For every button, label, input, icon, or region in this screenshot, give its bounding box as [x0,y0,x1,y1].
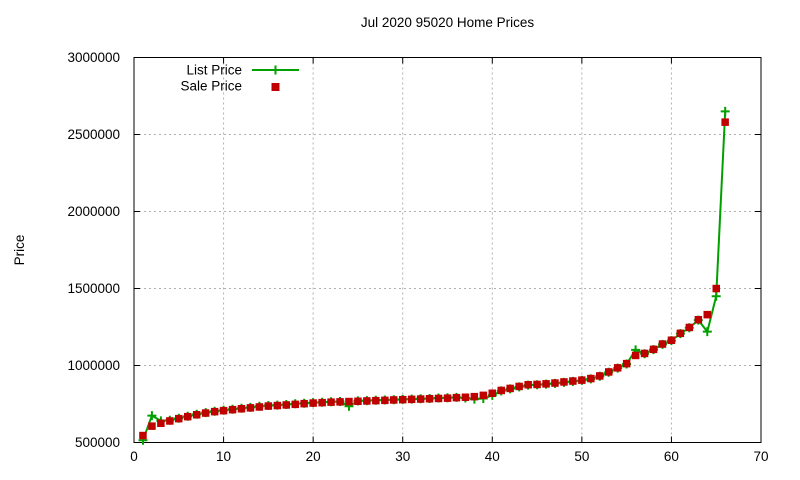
x-tick-label: 0 [130,449,138,464]
legend-label-list-price: List Price [186,63,242,78]
legend-sale-price-square-icon [271,83,280,91]
x-tick-label: 20 [306,449,321,464]
axis-ticks [133,57,762,443]
x-tick-label: 60 [664,449,679,464]
chart-title: Jul 2020 95020 Home Prices [361,15,535,30]
y-tick-label: 2500000 [67,127,120,142]
y-axis-label: Price [12,235,27,266]
y-tick-label: 500000 [75,435,120,450]
x-tick-label: 40 [485,449,500,464]
x-tick-label: 50 [574,449,589,464]
legend-list-price-plus-icon [271,65,280,75]
y-tick-label: 3000000 [67,50,120,65]
legend-label-sale-price: Sale Price [180,79,242,94]
plot-border [133,57,762,443]
legend [252,65,299,91]
x-tick-label: 10 [216,449,231,464]
series-list-price [138,106,730,445]
y-tick-label: 2000000 [67,204,120,219]
y-tick-label: 1500000 [67,281,120,296]
x-tick-label: 70 [753,449,768,464]
x-tick-label: 30 [395,449,410,464]
y-tick-label: 1000000 [67,358,120,373]
list-price-plus-markers [138,106,730,445]
series-sale-price [139,118,729,440]
plot-grid [134,57,761,443]
